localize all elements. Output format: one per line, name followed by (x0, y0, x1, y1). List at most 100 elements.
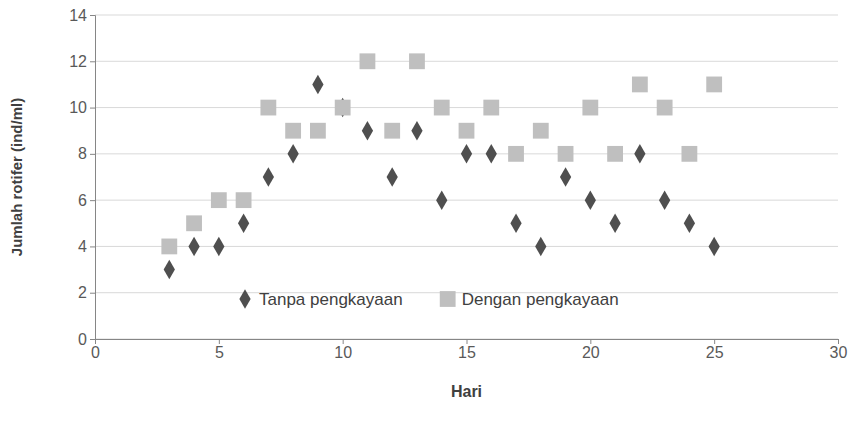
tick: 10 (69, 99, 95, 116)
tick: 14 (69, 7, 95, 24)
point (434, 100, 450, 116)
point (186, 215, 202, 231)
point (213, 237, 224, 257)
legend-label: Dengan pengkayaan (462, 290, 619, 309)
grid (95, 15, 838, 339)
point (510, 214, 521, 234)
tick-mark (219, 339, 220, 344)
tick-label: 20 (582, 344, 600, 361)
point (236, 192, 252, 208)
point (260, 100, 276, 116)
point (362, 121, 373, 141)
tick-mark (90, 154, 95, 155)
tick: 15 (458, 339, 476, 361)
point (409, 53, 425, 69)
tick: 10 (334, 339, 352, 361)
tick: 8 (78, 145, 95, 162)
tick-label: 15 (458, 344, 476, 361)
tick-mark (467, 339, 468, 344)
axis-line (96, 340, 839, 345)
tick-label: 8 (78, 145, 87, 162)
y-axis-title: Jumlah rotifer (ind/ml) (8, 98, 25, 256)
point (684, 214, 695, 234)
legend-symbol (440, 291, 456, 307)
tick: 30 (830, 339, 848, 361)
point (360, 53, 376, 69)
point (335, 100, 351, 116)
point (436, 190, 447, 210)
legend: Tanpa pengkayaan Dengan pengkayaan (239, 289, 618, 309)
tick-label: 30 (830, 344, 848, 361)
tick-label: 5 (215, 344, 224, 361)
tick: 25 (706, 339, 724, 361)
point (607, 146, 623, 162)
grid-line (95, 61, 838, 62)
point (560, 167, 571, 187)
axis-line (90, 16, 96, 340)
point (706, 77, 722, 93)
point (161, 239, 177, 255)
tick-mark (590, 339, 591, 344)
point (657, 100, 673, 116)
tick: 0 (91, 339, 100, 361)
grid-line (95, 107, 838, 108)
point (681, 146, 697, 162)
tick-label: 14 (69, 7, 87, 24)
grid-line (95, 200, 838, 201)
point (634, 144, 645, 164)
point (387, 167, 398, 187)
point (238, 214, 249, 234)
tick-mark (90, 15, 95, 16)
point (486, 144, 497, 164)
point (659, 190, 670, 210)
tick-label: 6 (78, 192, 87, 209)
point (609, 214, 620, 234)
tick: 6 (78, 192, 95, 209)
point (312, 75, 323, 95)
tick-mark (90, 108, 95, 109)
tick-label: 0 (91, 344, 100, 361)
point (188, 237, 199, 257)
points (161, 53, 722, 279)
tick: 4 (78, 238, 95, 255)
tick-mark (714, 339, 715, 344)
point (709, 237, 720, 257)
x-axis-title: Hari (451, 383, 482, 400)
legend-label: Tanpa pengkayaan (259, 290, 403, 309)
point (533, 123, 549, 139)
tick: 12 (69, 53, 95, 70)
point (558, 146, 574, 162)
tick-label: 4 (78, 238, 87, 255)
tick-mark (343, 339, 344, 344)
tick-label: 0 (78, 331, 87, 348)
tick: 0 (78, 331, 95, 348)
tick-mark (90, 200, 95, 201)
tick: 2 (78, 284, 95, 301)
tick-mark (90, 61, 95, 62)
grid-line (95, 15, 838, 16)
tick-label: 25 (706, 344, 724, 361)
chart: 0 5 10 15 20 25 30 0 2 4 6 8 10 12 14 Hari Jumlah rotife… (0, 0, 858, 421)
tick-mark (90, 339, 95, 340)
legend-symbol (239, 289, 250, 309)
point (211, 192, 227, 208)
tick: 5 (215, 339, 224, 361)
point (508, 146, 524, 162)
point (310, 123, 326, 139)
point (285, 123, 301, 139)
tick-label: 2 (78, 284, 87, 301)
tick-label: 10 (334, 344, 352, 361)
point (384, 123, 400, 139)
tick-label: 12 (69, 53, 87, 70)
point (263, 167, 274, 187)
point (287, 144, 298, 164)
point (585, 190, 596, 210)
point (164, 260, 175, 280)
x-axis: 0 5 10 15 20 25 30 (91, 339, 847, 361)
plot: 0 5 10 15 20 25 30 0 2 4 6 8 10 12 14 (69, 7, 847, 362)
series (164, 75, 720, 280)
point (459, 123, 475, 139)
point (632, 77, 648, 93)
point (535, 237, 546, 257)
tick-mark (90, 246, 95, 247)
